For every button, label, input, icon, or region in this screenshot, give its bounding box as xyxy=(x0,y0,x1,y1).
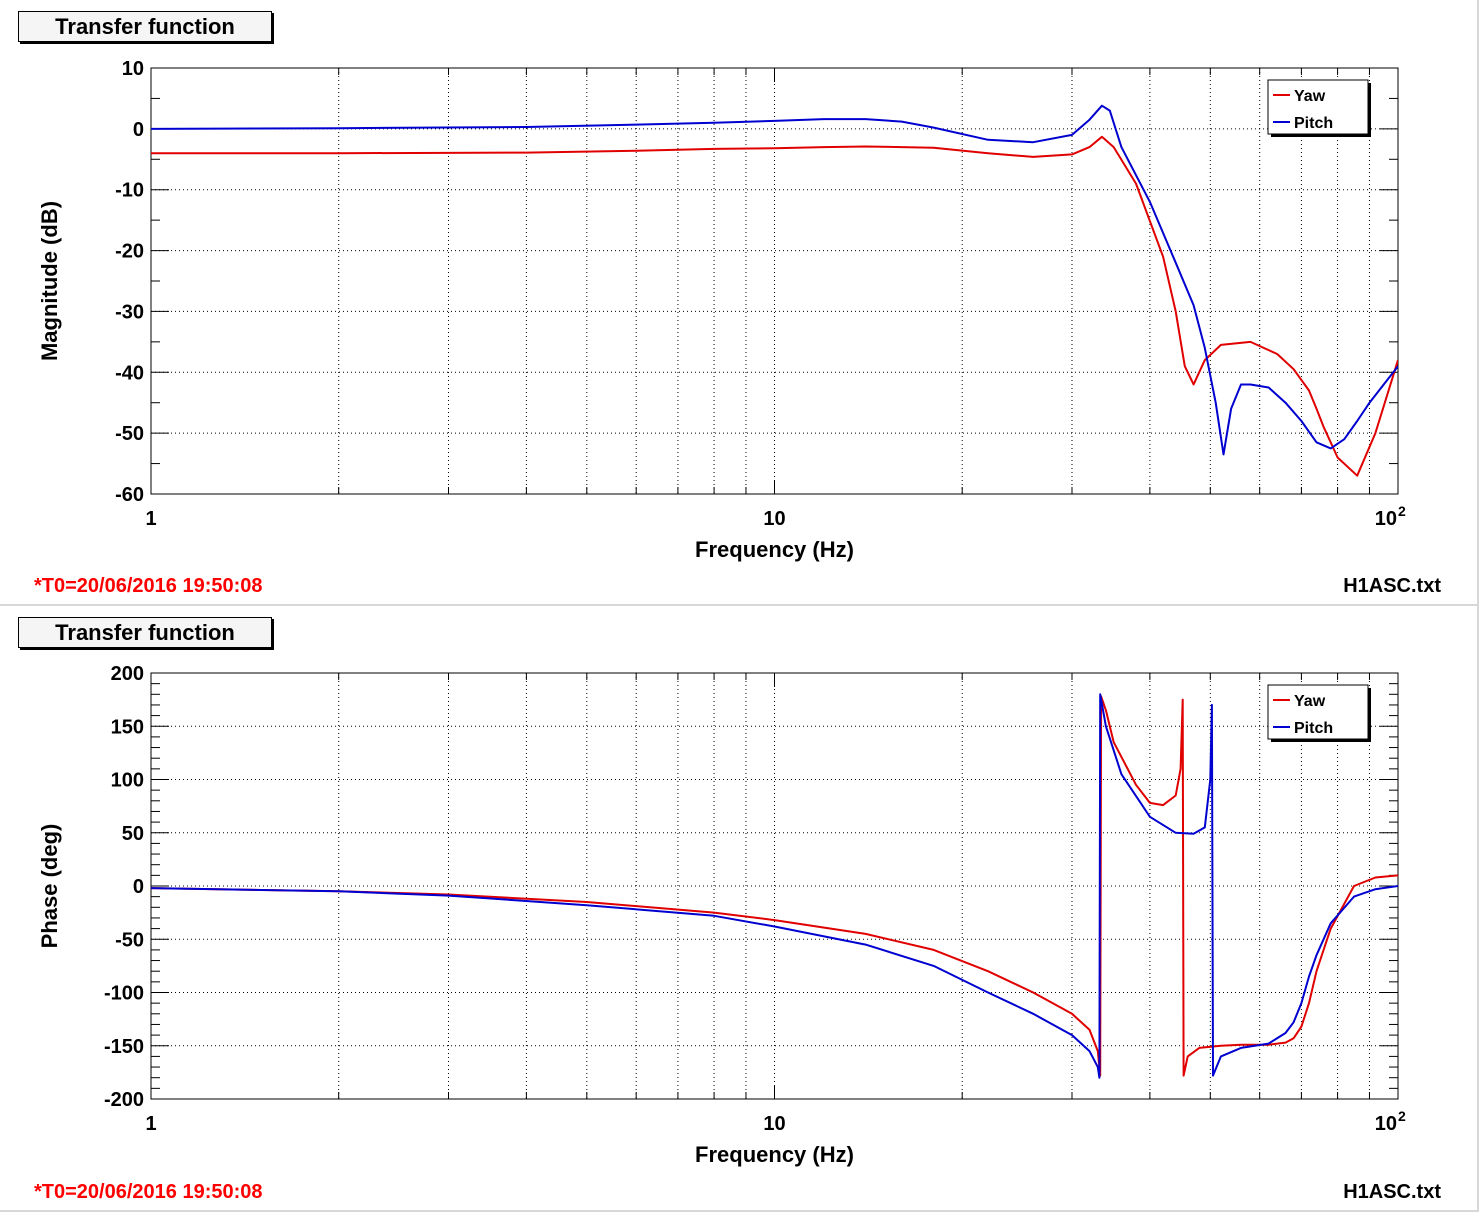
legend[interactable]: Yaw Pitch xyxy=(1267,684,1371,742)
series-lines xyxy=(151,104,1398,477)
x-tick-label: 10 xyxy=(763,508,785,530)
y-tick-label: -40 xyxy=(115,362,144,384)
legend-label: Yaw xyxy=(1294,88,1326,105)
series-line-yaw xyxy=(151,695,1398,1077)
file-name-label: H1ASC.txt xyxy=(1343,1181,1441,1203)
x-ticks xyxy=(150,673,1399,1099)
y-tick-label: -150 xyxy=(104,1036,144,1058)
timestamp-label: *T0=20/06/2016 19:50:08 xyxy=(34,575,263,597)
y-tick-label: 0 xyxy=(133,876,144,898)
x-tick-label-exponent: 2 xyxy=(1398,503,1406,519)
y-tick-label: -60 xyxy=(115,484,144,506)
y-tick-label: 10 xyxy=(122,58,144,80)
x-axis-title: Frequency (Hz) xyxy=(695,1142,854,1167)
legend-label: Pitch xyxy=(1294,720,1333,737)
legend-label: Pitch xyxy=(1294,115,1333,132)
y-ticks xyxy=(151,672,1398,1100)
file-name-label: H1ASC.txt xyxy=(1343,575,1441,597)
series-line-pitch xyxy=(151,693,1398,1079)
y-tick-label: -30 xyxy=(115,301,144,323)
y-axis-title: Magnitude (dB) xyxy=(37,201,62,361)
y-tick-label: 150 xyxy=(111,716,144,738)
y-tick-label: 100 xyxy=(111,770,144,792)
y-tick-label: -20 xyxy=(115,241,144,263)
x-tick-label: 10 xyxy=(763,1113,785,1135)
y-tick-label: -200 xyxy=(104,1089,144,1111)
x-tick-label: 10 xyxy=(1375,508,1397,530)
y-tick-label: -10 xyxy=(115,180,144,202)
legend-box xyxy=(1267,79,1369,135)
series-line-pitch xyxy=(151,104,1398,456)
y-tick-label: -50 xyxy=(115,423,144,445)
y-tick-label: 0 xyxy=(133,119,144,141)
x-ticks xyxy=(150,68,1399,494)
x-tick-label: 10 xyxy=(1375,1113,1397,1135)
y-axis-title: Phase (deg) xyxy=(37,824,62,949)
y-tick-label: 50 xyxy=(122,823,144,845)
legend-label: Yaw xyxy=(1294,693,1326,710)
phase-panel: Transfer function 200 150 100 50 0 -50 -100 -15… xyxy=(0,606,1479,1212)
x-axis-title: Frequency (Hz) xyxy=(695,537,854,562)
x-tick-label: 1 xyxy=(145,1113,156,1135)
y-tick-label: -100 xyxy=(104,983,144,1005)
x-tick-label: 1 xyxy=(145,508,156,530)
x-tick-label-exponent: 2 xyxy=(1398,1108,1406,1124)
magnitude-panel: Transfer function 10 0 -10 -20 -30 -40 -50 -60 1… xyxy=(0,0,1479,606)
series-lines xyxy=(151,693,1398,1079)
legend[interactable]: Yaw Pitch xyxy=(1267,79,1371,137)
grid xyxy=(151,68,1398,494)
panel-title: Transfer function xyxy=(18,11,272,42)
y-tick-label: 200 xyxy=(111,663,144,685)
y-tick-label: -50 xyxy=(115,929,144,951)
panel-title: Transfer function xyxy=(18,617,272,648)
series-line-yaw xyxy=(151,135,1398,477)
timestamp-label: *T0=20/06/2016 19:50:08 xyxy=(34,1181,263,1203)
grid xyxy=(151,673,1398,1099)
legend-box xyxy=(1267,684,1369,740)
